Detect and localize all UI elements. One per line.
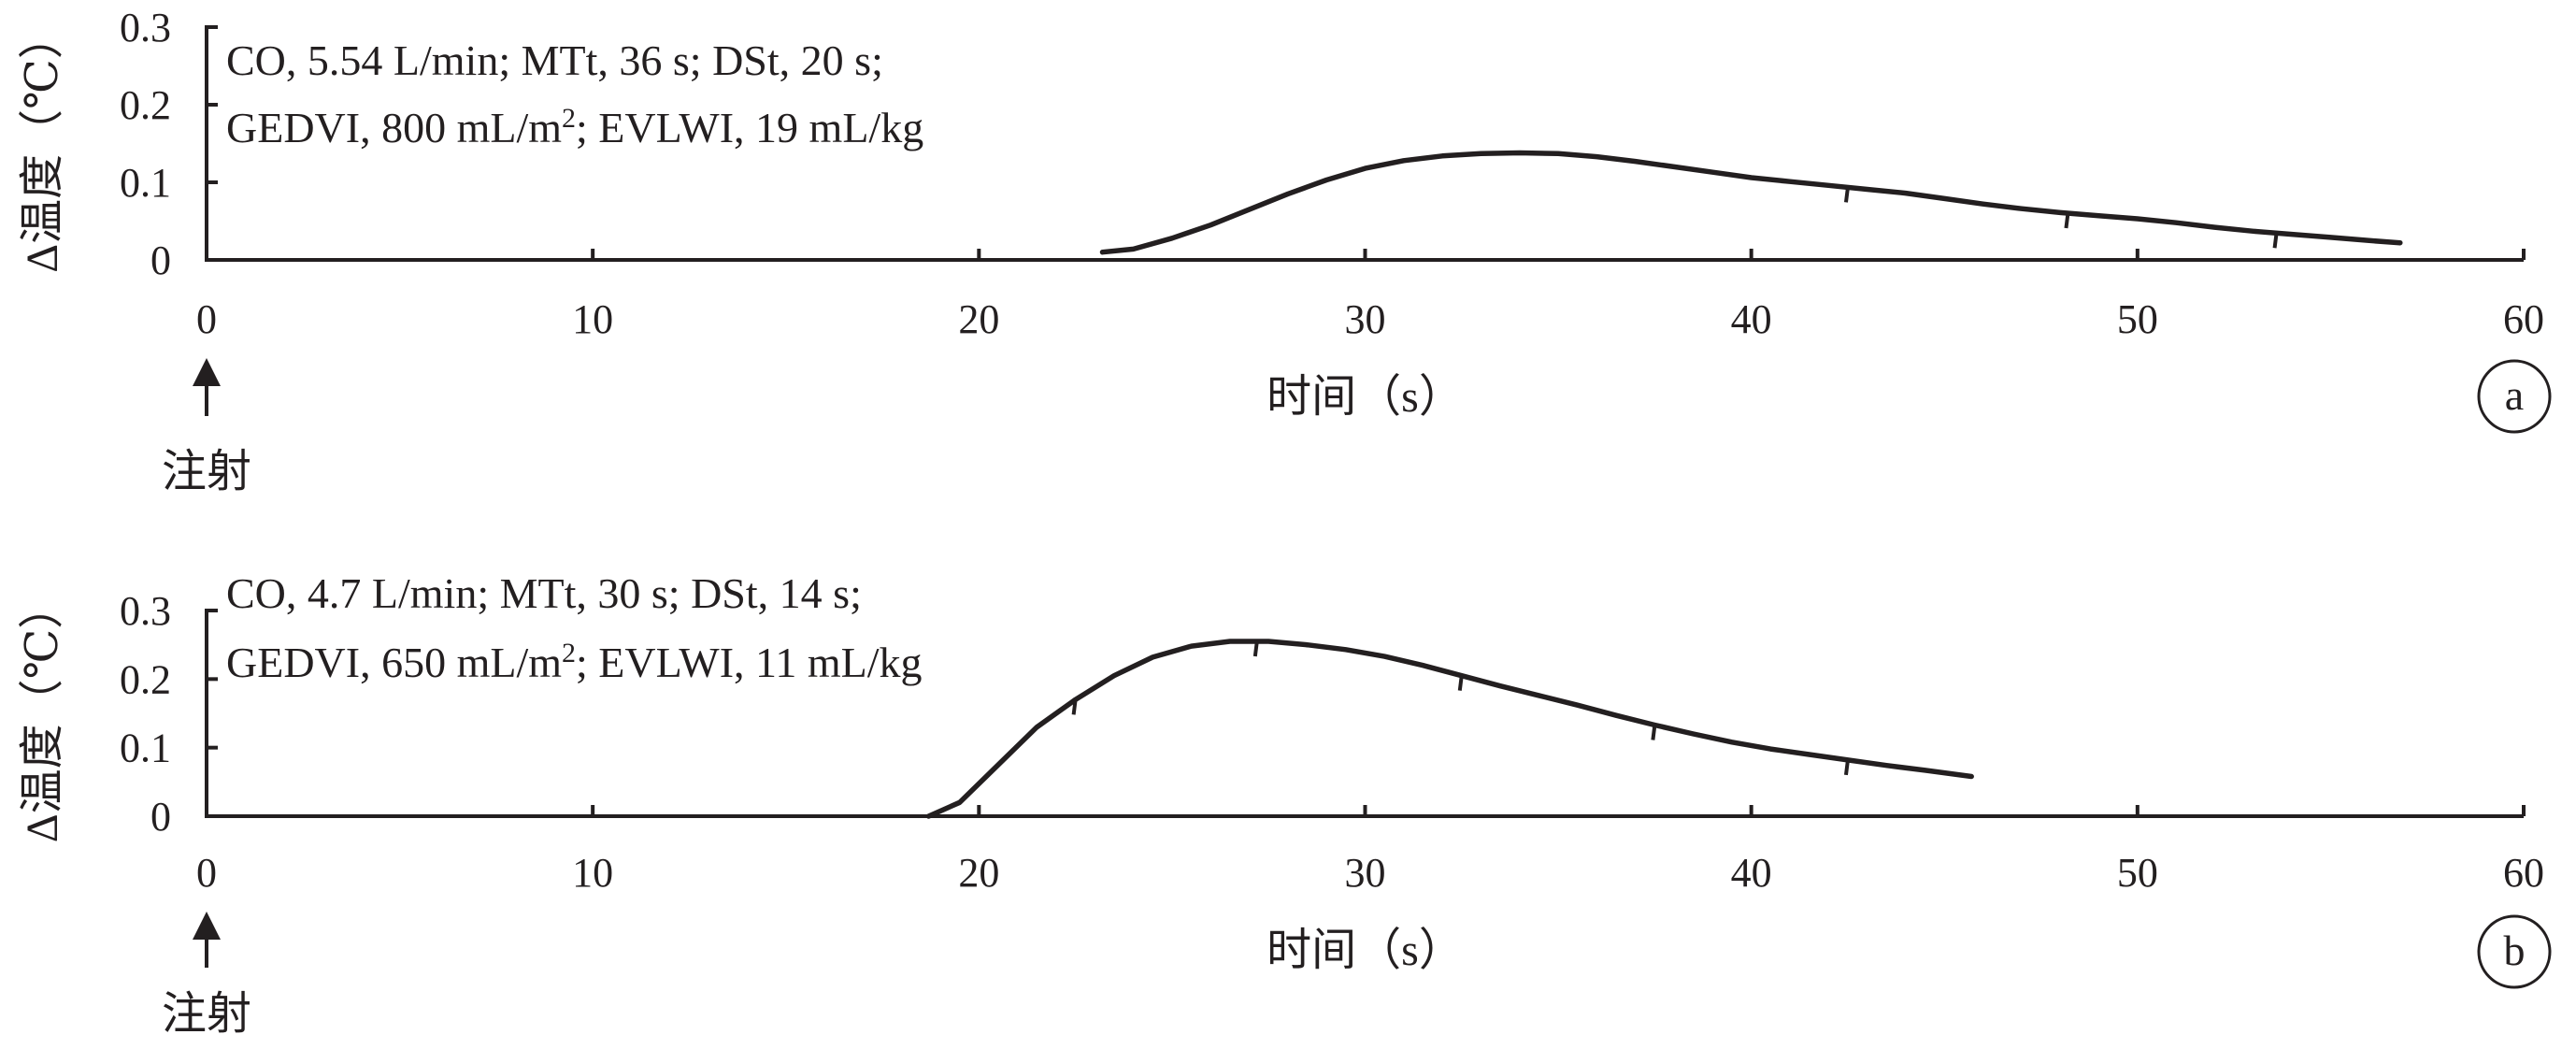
annotation-superscript: 2	[562, 638, 576, 668]
y-tick-label: 0.1	[120, 726, 171, 771]
curve-tick	[2272, 233, 2279, 249]
x-tick-label: 60	[2503, 296, 2544, 342]
x-tick-label: 60	[2503, 850, 2544, 896]
panel-tag-circle	[2477, 359, 2552, 434]
curve-tick	[1457, 675, 1464, 691]
x-tick-label: 0	[196, 296, 217, 342]
annotation-line-1: CO, 5.54 L/min; MTt, 36 s; DSt, 20 s;	[226, 36, 883, 84]
x-axis-title: 时间（s）	[1267, 926, 1464, 975]
injection-arrow-icon	[193, 358, 221, 386]
curve-tick	[1071, 699, 1078, 715]
curve-tick	[1651, 725, 1657, 740]
thermodilution-curve	[1099, 150, 2403, 255]
y-tick-label: 0.3	[120, 588, 171, 634]
annotation-evlwi: ; EVLWI, 11 mL/kg	[576, 639, 922, 686]
y-axis-title: Δ温度（℃）	[18, 584, 67, 843]
curve-tick	[1252, 640, 1259, 657]
y-tick-label: 0.1	[120, 160, 171, 206]
thermodilution-curve	[925, 639, 1974, 819]
x-tick-label: 20	[958, 296, 999, 342]
injection-arrow-icon	[193, 912, 221, 940]
y-axis-title: Δ温度（℃）	[18, 14, 67, 273]
y-tick-label: 0.2	[120, 82, 171, 128]
injection-label: 注射	[162, 989, 251, 1039]
y-tick-label: 0	[150, 237, 171, 283]
panel-a: 0 0.1 0.2 0.3 0 10 20 30 40 50 60 时间（s） Δ温度（℃） CO, 5.…	[18, 5, 2552, 496]
x-tick-label: 50	[2117, 296, 2158, 342]
x-tick-label: 40	[1731, 850, 1772, 896]
x-tick-label: 10	[572, 296, 613, 342]
x-tick-label: 40	[1731, 296, 1772, 342]
annotation-line-2: GEDVI, 650 mL/m2; EVLWI, 11 mL/kg	[226, 638, 923, 687]
panel-tag-circle	[2477, 914, 2552, 989]
x-tick-label: 30	[1345, 296, 1386, 342]
panel-b: 0 0.1 0.2 0.3 0 10 20 30 40 50 60 时间（s） Δ温度（℃） CO, 4.…	[18, 569, 2552, 1039]
x-tick-label: 50	[2117, 850, 2158, 896]
annotation-superscript: 2	[562, 103, 576, 134]
y-tick-label: 0	[150, 794, 171, 840]
y-tick-label: 0.3	[120, 5, 171, 50]
x-tick-label: 10	[572, 850, 613, 896]
curve-tick	[2064, 212, 2070, 229]
x-tick-label: 20	[958, 850, 999, 896]
annotation-evlwi: ; EVLWI, 19 mL/kg	[576, 104, 923, 151]
y-tick-label: 0.2	[120, 656, 171, 702]
x-axis-title: 时间（s）	[1267, 372, 1464, 422]
annotation-gedvi: GEDVI, 800 mL/m	[226, 104, 562, 151]
curve-tick	[1843, 187, 1850, 203]
panel-tag-label: a	[2505, 371, 2524, 419]
curve-tick	[1843, 759, 1850, 776]
annotation-line-1: CO, 4.7 L/min; MTt, 30 s; DSt, 14 s;	[226, 569, 862, 617]
injection-label: 注射	[162, 447, 251, 496]
annotation-line-2: GEDVI, 800 mL/m2; EVLWI, 19 mL/kg	[226, 103, 923, 152]
panel-tag-label: b	[2504, 927, 2526, 974]
x-tick-label: 30	[1345, 850, 1386, 896]
x-tick-label: 0	[196, 850, 217, 896]
annotation-gedvi: GEDVI, 650 mL/m	[226, 639, 562, 686]
